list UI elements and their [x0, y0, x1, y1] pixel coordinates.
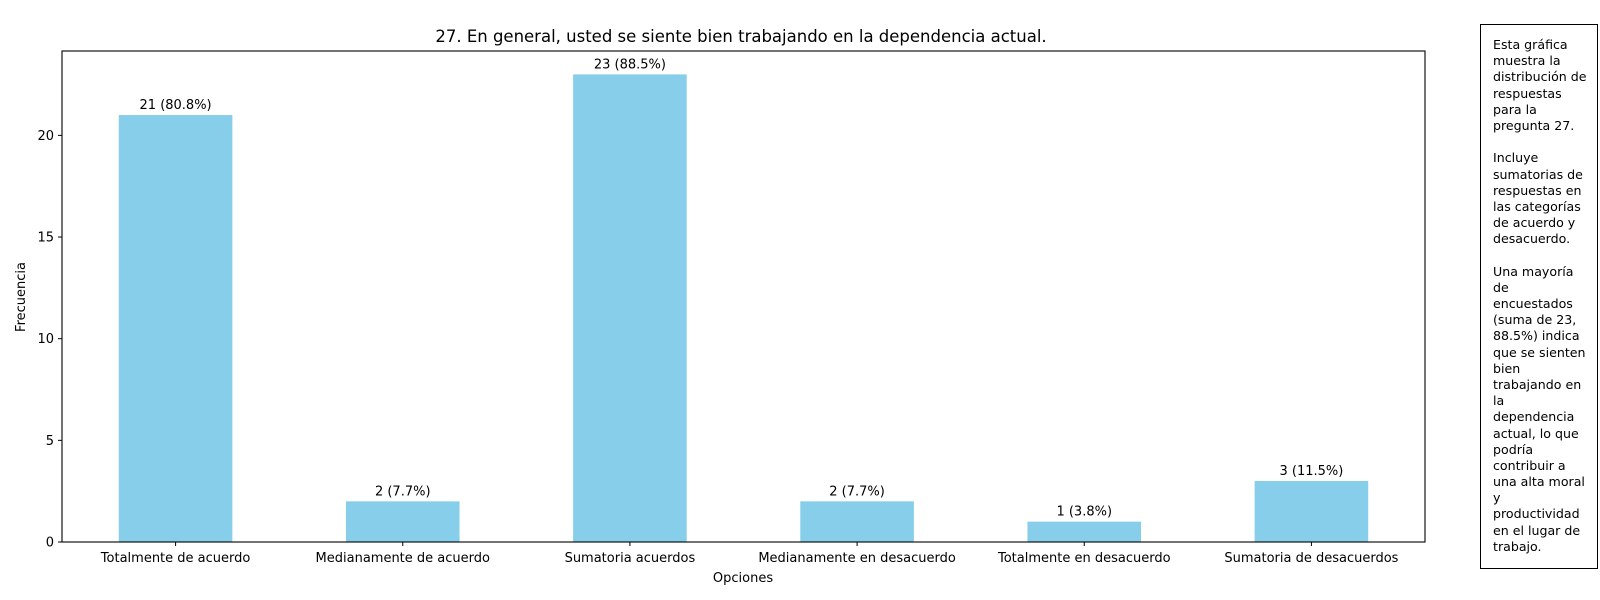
- data-label-2: 2 (7.7%): [375, 484, 431, 499]
- annotation-line-6: pregunta 27.: [1493, 117, 1575, 133]
- annotation-line-23: la: [1493, 393, 1505, 409]
- annotation-line-5: para la: [1493, 101, 1537, 117]
- annotation-line-25: actual, lo que: [1493, 425, 1579, 441]
- bar-6: [1254, 481, 1369, 542]
- annotation-line-16: de: [1493, 279, 1509, 295]
- annotation-line-29: y: [1493, 490, 1501, 506]
- annotation-line-9: sumatorias de: [1493, 166, 1583, 182]
- y-tick-label-2: 5: [46, 434, 54, 449]
- annotation-line-13: desacuerdo.: [1493, 231, 1571, 247]
- annotation-line-1: Esta gráfica: [1493, 37, 1568, 52]
- plot-frame: [61, 50, 1426, 543]
- annotation-box: Esta gráfica muestra la distribución de res…: [1480, 24, 1598, 569]
- data-label-4: 2 (7.7%): [829, 484, 885, 499]
- x-axis: Totalmente de acuerdo Medianamente de acu…: [100, 542, 1399, 566]
- bar-4: [800, 501, 914, 542]
- annotation-line-26: podría: [1493, 441, 1534, 457]
- annotation-line-14: [1493, 247, 1597, 263]
- annotation-line-11: las categorías: [1493, 198, 1581, 214]
- y-axis: 0 5 10 15 20: [37, 129, 62, 551]
- x-tick-label-2: Medianamente de acuerdo: [316, 551, 490, 566]
- annotation-line-28: una alta moral: [1493, 474, 1585, 490]
- annotation-line-7: [1493, 134, 1597, 150]
- bar-3: [573, 74, 687, 542]
- annotation-line-4: respuestas: [1493, 85, 1562, 101]
- annotation-line-24: dependencia: [1493, 409, 1575, 425]
- annotation-line-32: trabajo.: [1493, 538, 1542, 554]
- annotation-line-27: contribuir a: [1493, 457, 1566, 473]
- y-tick-label-3: 10: [37, 332, 54, 347]
- annotation-line-17: encuestados: [1493, 296, 1573, 311]
- annotation-line-22: trabajando en: [1493, 376, 1582, 392]
- annotation-line-12: de acuerdo y: [1493, 215, 1576, 231]
- annotation-line-20: que se sienten: [1493, 344, 1586, 360]
- annotation-line-31: en el lugar de: [1493, 522, 1581, 538]
- x-tick-label-3: Sumatoria acuerdos: [565, 551, 696, 566]
- annotation-line-30: productividad: [1493, 506, 1580, 522]
- annotation-line-10: respuestas en: [1493, 182, 1582, 198]
- annotation-line-19: 88.5%) indica: [1493, 328, 1580, 344]
- y-axis-label: Frecuencia: [14, 262, 29, 332]
- bars-layer: [118, 74, 1369, 542]
- x-axis-label: Opciones: [713, 571, 773, 586]
- bar-2: [345, 501, 460, 542]
- annotation-line-21: bien: [1493, 360, 1521, 376]
- annotation-line-18: (suma de 23,: [1493, 312, 1577, 328]
- data-labels-layer: 21 (80.8%) 2 (7.7%) 23 (88.5%) 2 (7.7%) 1 (3…: [140, 57, 1344, 519]
- data-label-1: 21 (80.8%): [140, 98, 212, 113]
- bar-5: [1027, 521, 1142, 542]
- y-tick-label-5: 20: [37, 129, 54, 144]
- data-label-5: 1 (3.8%): [1056, 505, 1112, 520]
- y-tick-label-4: 15: [37, 231, 54, 246]
- x-tick-label-4: Medianamente en desacuerdo: [758, 551, 955, 566]
- annotation-line-8: Incluye: [1493, 150, 1539, 166]
- data-label-6: 3 (11.5%): [1279, 464, 1343, 479]
- x-tick-label-6: Sumatoria de desacuerdos: [1224, 551, 1398, 566]
- y-tick-label-1: 0: [46, 536, 54, 551]
- x-tick-label-1: Totalmente de acuerdo: [100, 551, 251, 566]
- data-label-3: 23 (88.5%): [594, 57, 666, 72]
- annotation-line-15: Una mayoría: [1493, 263, 1574, 279]
- chart-title: 27. En general, usted se siente bien tra…: [435, 27, 1046, 46]
- annotation-line-3: distribución de: [1493, 69, 1587, 85]
- x-tick-label-5: Totalmente en desacuerdo: [997, 551, 1171, 566]
- annotation-line-2: muestra la: [1493, 53, 1561, 69]
- annotation-text: Esta gráfica muestra la distribución de res…: [1493, 37, 1597, 555]
- bar-1: [118, 115, 233, 542]
